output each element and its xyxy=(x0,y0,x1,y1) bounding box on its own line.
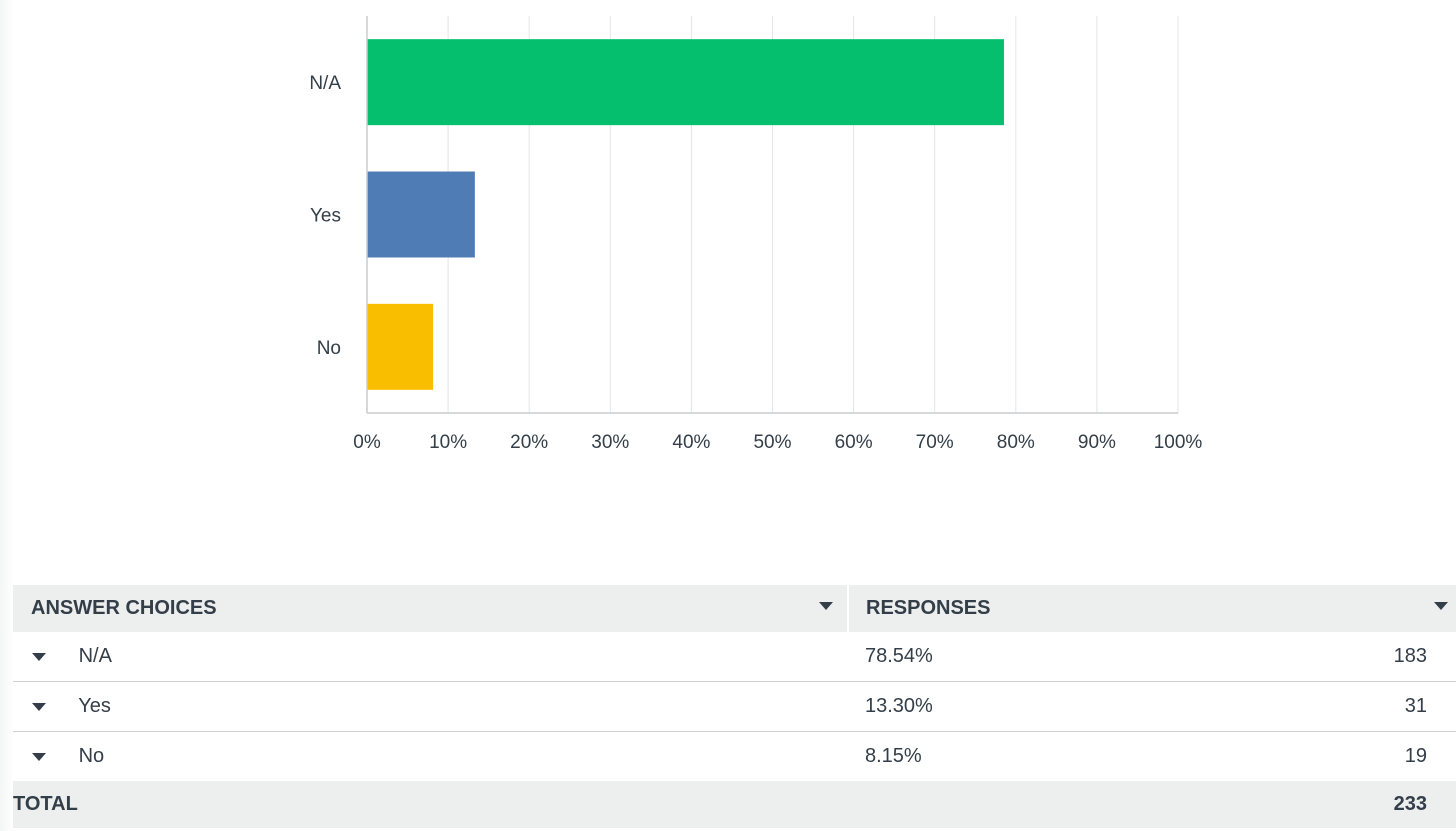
x-tick-label: 80% xyxy=(997,432,1035,453)
table-row: N/A 78.54% 183 xyxy=(13,632,1456,682)
table-header-row: ANSWER CHOICES RESPONSES xyxy=(13,585,1456,632)
response-percent: 13.30% xyxy=(865,695,933,717)
table-row: Yes 13.30% 31 xyxy=(13,681,1456,732)
x-tick-label: 50% xyxy=(753,432,791,453)
bar-no xyxy=(367,303,434,390)
bar-chart: N/A Yes No 0% 10% 20% 30% 40% 50% 60% 70% 80% 90% 100… xyxy=(309,16,1203,453)
category-label: No xyxy=(317,338,341,359)
category-label: N/A xyxy=(309,73,341,94)
response-count: 183 xyxy=(1393,645,1427,667)
answer-choices-header[interactable]: ANSWER CHOICES xyxy=(13,585,849,632)
expand-caret-down-icon[interactable] xyxy=(32,702,46,711)
page-edge-shadow xyxy=(0,0,14,831)
x-tick-label: 100% xyxy=(1154,432,1203,453)
answer-choices-header-label: ANSWER CHOICES xyxy=(31,597,217,619)
x-tick-label: 0% xyxy=(353,432,381,453)
category-label: Yes xyxy=(310,206,341,227)
x-tick-label: 70% xyxy=(916,432,954,453)
response-percent: 8.15% xyxy=(865,745,922,767)
responses-header[interactable]: RESPONSES xyxy=(848,585,1456,632)
bar-na xyxy=(367,39,1004,126)
table-total-row: TOTAL 233 xyxy=(13,781,1456,828)
answer-choice-label: N/A xyxy=(78,645,112,667)
x-tick-label: 40% xyxy=(672,432,710,453)
answer-choice-label: No xyxy=(78,745,105,767)
x-tick-label: 10% xyxy=(429,432,467,453)
responses-header-label: RESPONSES xyxy=(866,597,991,619)
x-tick-label: 30% xyxy=(591,432,629,453)
x-tick-label: 60% xyxy=(835,432,873,453)
answer-choice-label: Yes xyxy=(78,695,111,717)
results-table: ANSWER CHOICES RESPONSES N/A 78.54% 183 xyxy=(13,585,1456,828)
x-tick-label: 20% xyxy=(510,432,548,453)
expand-caret-down-icon[interactable] xyxy=(32,752,46,761)
expand-caret-down-icon[interactable] xyxy=(32,652,46,661)
sort-chevron-down-icon[interactable] xyxy=(819,602,833,610)
response-count: 31 xyxy=(1404,695,1427,717)
x-tick-label: 90% xyxy=(1078,432,1116,453)
table-row: No 8.15% 19 xyxy=(13,732,1456,782)
bar-yes xyxy=(367,171,475,258)
total-value: 233 xyxy=(848,781,1456,828)
response-count: 19 xyxy=(1404,745,1427,767)
total-label: TOTAL xyxy=(13,781,848,828)
sort-chevron-down-icon[interactable] xyxy=(1434,602,1448,610)
response-percent: 78.54% xyxy=(865,645,933,667)
